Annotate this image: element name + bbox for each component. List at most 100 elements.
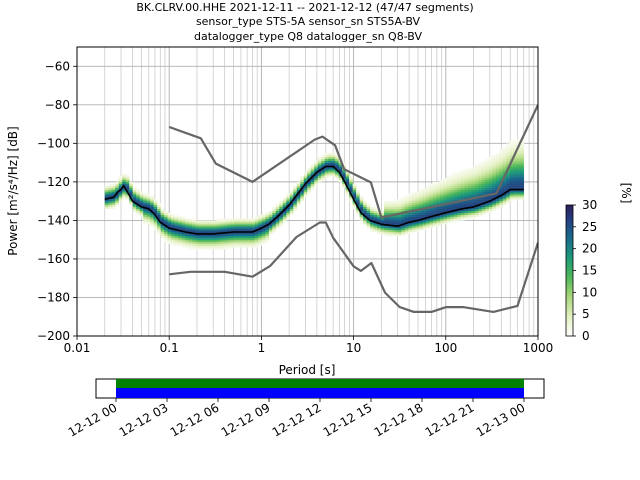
density-cell	[391, 203, 395, 206]
density-cell	[139, 199, 144, 202]
density-cell	[286, 195, 291, 198]
density-cell	[401, 230, 406, 233]
density-cell	[415, 226, 420, 229]
density-cell	[401, 204, 406, 208]
density-cell	[453, 185, 458, 188]
density-cell	[240, 218, 245, 221]
density-cell	[314, 160, 319, 163]
density-cell	[474, 206, 479, 210]
density-cell	[457, 183, 462, 186]
density-cell	[436, 193, 441, 196]
density-cell	[471, 178, 476, 181]
density-cell	[150, 216, 154, 219]
density-cell	[509, 185, 514, 188]
density-cell	[471, 206, 476, 210]
density-cell	[289, 199, 294, 202]
density-cell	[443, 187, 448, 190]
density-cell	[387, 216, 392, 219]
density-cell	[418, 228, 423, 231]
density-cell	[265, 216, 270, 219]
density-cell	[485, 199, 490, 202]
density-cell	[450, 220, 455, 223]
density-cell	[464, 181, 469, 184]
density-cell	[495, 160, 500, 163]
density-cell	[335, 158, 339, 161]
density-cell	[398, 233, 402, 237]
density-cell	[464, 216, 469, 219]
density-cell	[331, 174, 336, 177]
density-cell	[453, 220, 458, 223]
density-cell	[293, 185, 298, 188]
density-cell	[492, 187, 497, 190]
density-cell	[387, 201, 392, 204]
density-cell	[296, 189, 301, 192]
density-cell	[394, 226, 399, 229]
density-cell	[520, 158, 525, 161]
density-cell	[464, 212, 469, 215]
density-cell	[502, 162, 507, 165]
density-cell	[492, 170, 497, 173]
density-cell	[202, 222, 207, 225]
density-cell	[460, 201, 465, 204]
density-cell	[317, 172, 322, 175]
density-cell	[425, 193, 430, 196]
density-cell	[195, 237, 200, 240]
density-cell	[247, 230, 252, 233]
density-cell	[384, 208, 388, 211]
density-cell	[289, 193, 294, 196]
density-cell	[366, 214, 371, 217]
density-cell	[181, 241, 186, 244]
density-cell	[199, 222, 203, 225]
density-cell	[366, 224, 371, 227]
density-cell	[226, 222, 231, 225]
density-cell	[199, 228, 203, 231]
density-cell	[391, 231, 395, 235]
density-cell	[488, 191, 493, 194]
density-cell	[188, 226, 193, 229]
density-cell	[331, 152, 336, 156]
density-cell	[520, 162, 525, 165]
density-cell	[513, 147, 518, 150]
density-cell	[391, 228, 395, 231]
density-cell	[223, 224, 228, 227]
density-cell	[398, 208, 402, 211]
density-cell	[460, 176, 465, 179]
density-cell	[331, 170, 336, 173]
density-cell	[125, 176, 130, 179]
density-cell	[178, 241, 182, 244]
density-cell	[356, 210, 360, 213]
density-cell	[467, 195, 472, 198]
density-cell	[206, 247, 210, 250]
density-cell	[471, 210, 476, 213]
density-cell	[506, 176, 511, 179]
density-cell	[471, 179, 476, 183]
density-cell	[244, 226, 249, 229]
density-cell	[446, 199, 451, 202]
density-cell	[178, 239, 182, 242]
density-cell	[401, 233, 406, 237]
density-cell	[502, 151, 507, 154]
density-cell	[485, 158, 490, 161]
density-cell	[401, 208, 406, 211]
density-cell	[485, 197, 490, 200]
density-cell	[453, 206, 458, 210]
density-cell	[429, 216, 434, 219]
density-cell	[520, 145, 525, 148]
density-cell	[467, 203, 472, 206]
density-cell	[254, 243, 259, 246]
density-cell	[202, 228, 207, 231]
density-cell	[495, 193, 500, 196]
density-cell	[509, 174, 514, 177]
density-cell	[391, 230, 395, 233]
density-cell	[199, 231, 203, 235]
density-cell	[286, 212, 291, 215]
density-cell	[104, 187, 109, 190]
density-cell	[247, 231, 252, 235]
density-cell	[108, 206, 113, 210]
density-cell	[188, 247, 193, 250]
density-cell	[233, 224, 238, 227]
density-cell	[108, 204, 113, 208]
density-cell	[146, 216, 151, 219]
density-cell	[506, 199, 511, 202]
